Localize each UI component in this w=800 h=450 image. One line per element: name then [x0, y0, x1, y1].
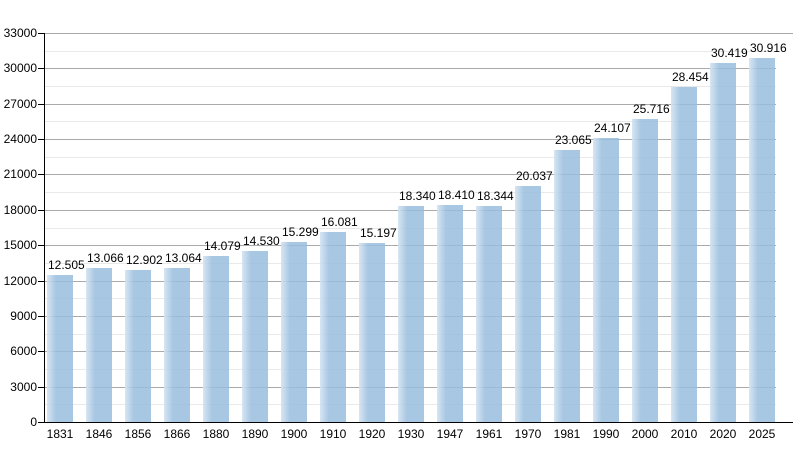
x-tick-label: 2025 [748, 427, 776, 441]
plot-top-border [44, 33, 793, 34]
x-tick-label: 1900 [280, 427, 308, 441]
bar-value-label: 25.716 [633, 101, 670, 116]
bar [554, 150, 580, 422]
x-tick-label: 1981 [553, 427, 581, 441]
gridline-major [44, 103, 776, 105]
x-tick-label: 1961 [475, 427, 503, 441]
x-tick-label: 2020 [709, 427, 737, 441]
gridline-major [44, 174, 776, 176]
y-axis-tick [38, 386, 44, 388]
bar-value-label: 24.107 [594, 120, 631, 135]
gridline-minor [44, 156, 776, 158]
y-axis-tick [38, 422, 44, 423]
y-axis-tick-label: 24000 [3, 132, 37, 147]
bar [281, 241, 307, 422]
bar [320, 232, 346, 422]
bar-value-label: 13.066 [87, 250, 124, 265]
gridline-minor [44, 192, 776, 194]
x-tick-label: 1947 [436, 427, 464, 441]
bar [593, 137, 619, 422]
bar [710, 63, 736, 422]
bar-value-label: 15.197 [360, 225, 397, 240]
bar-value-label: 18.340 [399, 188, 436, 203]
y-axis-tick [38, 315, 44, 317]
bar-value-label: 12.902 [126, 252, 163, 267]
y-axis-tick-label: 18000 [3, 202, 37, 217]
bar [203, 256, 229, 422]
y-axis-tick-label: 30000 [3, 61, 37, 76]
x-tick-label: 1831 [46, 427, 74, 441]
bar [164, 268, 190, 422]
bar [125, 269, 151, 422]
y-axis-tick-label: 33000 [3, 26, 37, 40]
x-tick-label: 1930 [397, 427, 425, 441]
gridline-minor [44, 50, 776, 52]
y-axis-tick [38, 33, 44, 34]
bar-value-label: 23.065 [555, 133, 592, 148]
x-tick-label: 2010 [670, 427, 698, 441]
bar [749, 57, 775, 422]
x-tick-label: 1990 [592, 427, 620, 441]
y-axis-tick-label: 6000 [10, 344, 37, 359]
y-axis-tick [38, 351, 44, 353]
gridline-major [44, 139, 776, 141]
gridline-major [44, 68, 776, 70]
x-tick-label: 1880 [202, 427, 230, 441]
x-tick-label: 1970 [514, 427, 542, 441]
x-tick-label: 1920 [358, 427, 386, 441]
bar-value-label: 15.299 [282, 224, 319, 239]
bar [671, 86, 697, 422]
y-axis-tick [38, 139, 44, 141]
y-axis-line [44, 33, 45, 422]
bar [437, 204, 463, 422]
bar [86, 267, 112, 422]
y-axis-tick [38, 280, 44, 282]
y-axis-tick [38, 174, 44, 176]
y-axis-tick-label: 0 [30, 415, 37, 429]
bar [359, 242, 385, 422]
bar-value-label: 14.079 [204, 239, 241, 254]
bar [242, 250, 268, 422]
y-axis-tick [38, 103, 44, 105]
y-axis-tick [38, 209, 44, 211]
bar-value-label: 20.037 [516, 168, 553, 183]
bar-value-label: 30.916 [750, 40, 787, 55]
y-axis-tick-label: 27000 [3, 96, 37, 111]
bar [47, 274, 73, 422]
bar-value-label: 30.419 [711, 46, 748, 61]
x-tick-label: 1856 [124, 427, 152, 441]
bar-value-label: 18.410 [438, 187, 475, 202]
y-axis-tick [38, 68, 44, 70]
bar-value-label: 12.505 [48, 257, 85, 272]
bar [476, 205, 502, 422]
bar-value-label: 13.064 [165, 251, 202, 265]
y-axis-tick-label: 15000 [3, 238, 37, 253]
x-tick-label: 1866 [163, 427, 191, 441]
x-tick-label: 2000 [631, 427, 659, 441]
bar-value-label: 18.344 [477, 188, 514, 203]
y-axis-tick-label: 3000 [10, 379, 37, 394]
gridline-minor [44, 86, 776, 88]
bar-value-label: 14.530 [243, 233, 280, 248]
bar-value-label: 16.081 [321, 215, 358, 230]
bar [398, 205, 424, 422]
gridline-minor [44, 121, 776, 123]
x-tick-label: 1910 [319, 427, 347, 441]
y-axis-tick-label: 12000 [3, 273, 37, 288]
y-axis-tick-label: 9000 [10, 308, 37, 323]
y-axis-tick-label: 21000 [3, 167, 37, 182]
bar [632, 118, 658, 422]
bar [515, 185, 541, 422]
y-axis-tick [38, 245, 44, 247]
x-axis-line [44, 422, 793, 423]
bar-value-label: 28.454 [672, 69, 709, 84]
x-tick-label: 1846 [85, 427, 113, 441]
x-tick-label: 1890 [241, 427, 269, 441]
